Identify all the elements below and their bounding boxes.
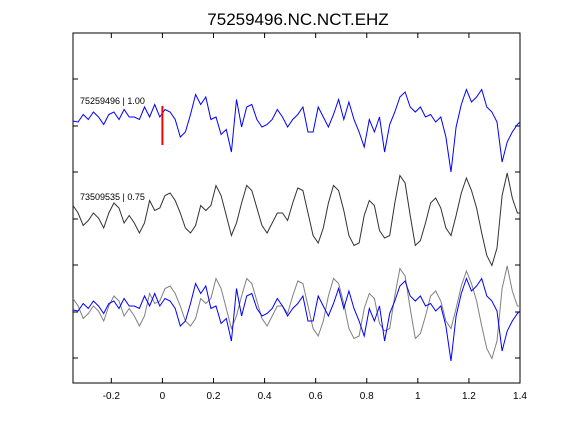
x-tick-label: 1.2	[462, 391, 476, 402]
x-tick-label: 0.6	[309, 391, 323, 402]
trace-label: 75259496 | 1.00	[80, 96, 145, 106]
x-tick-label: 1	[415, 391, 421, 402]
chart-title: 75259496.NC.NCT.EHZ	[207, 10, 388, 29]
trace-labels: 75259496 | 1.00 73509535 | 0.75	[80, 96, 145, 202]
x-tick-label: 0.2	[207, 391, 221, 402]
trace-line	[72, 265, 520, 360]
x-tick-label: 0.4	[258, 391, 272, 402]
x-axis-ticks: -0.2 0 0.2 0.4 0.6 0.8 1 1.2 1.4	[103, 33, 527, 402]
x-tick-label: 0.8	[360, 391, 374, 402]
trace-line	[72, 277, 521, 362]
trace-line	[72, 172, 520, 267]
trace-line	[72, 88, 521, 173]
traces-layer	[72, 88, 521, 362]
x-tick-label: -0.2	[103, 391, 121, 402]
x-tick-label: 1.4	[513, 391, 527, 402]
y-axis-ticks	[73, 78, 520, 359]
x-tick-label: 0	[160, 391, 166, 402]
plot-frame	[72, 32, 521, 384]
trace-label: 73509535 | 0.75	[80, 192, 145, 202]
